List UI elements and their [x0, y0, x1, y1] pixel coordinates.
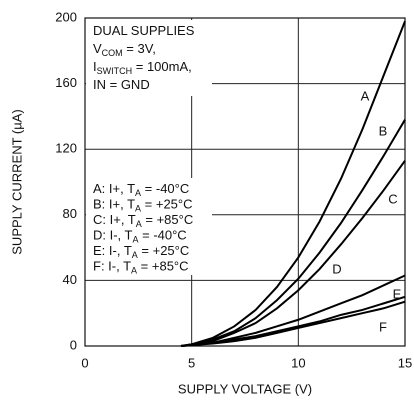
text-part: = +85°C	[142, 212, 193, 227]
annotation-text: DUAL SUPPLIES	[93, 23, 195, 38]
curve-label: C	[388, 191, 397, 206]
x-tick-label: 5	[188, 355, 195, 370]
text-part: IN = GND	[93, 77, 150, 92]
annotation-text: F: I-, TA = +85°C	[93, 259, 189, 276]
curve-label: A	[361, 88, 370, 103]
text-part: C: I+, T	[93, 212, 136, 227]
annotation-text: A: I+, TA = -40°C	[93, 181, 189, 198]
text-part: A: I+, T	[93, 181, 135, 196]
subscript: A	[136, 219, 142, 229]
x-tick-label: 0	[81, 355, 88, 370]
curve	[180, 119, 406, 347]
text-part: I	[93, 59, 97, 74]
text-part: = 3V,	[123, 41, 156, 56]
y-tick-label: 160	[55, 75, 77, 90]
text-part: = +25°C	[141, 197, 192, 212]
curve-label: E	[393, 286, 402, 301]
y-tick-label: 0	[70, 337, 77, 352]
x-tick-label: 15	[398, 355, 412, 370]
text-part: B: I+, T	[93, 197, 135, 212]
y-tick-label: 80	[63, 206, 77, 221]
curve	[180, 300, 406, 347]
subscript: A	[131, 266, 137, 276]
subscript: SWITCH	[97, 66, 133, 76]
y-axis-label: SUPPLY CURRENT (µA)	[9, 109, 24, 254]
text-part: = -40°C	[139, 228, 187, 243]
curve	[180, 20, 406, 347]
annotation-text: IN = GND	[93, 77, 150, 92]
text-part: DUAL SUPPLIES	[93, 23, 195, 38]
annotation-text: VCOM = 3V,	[93, 41, 156, 58]
text-part: = +85°C	[137, 259, 188, 274]
y-tick-label: 200	[55, 9, 77, 24]
text-part: D: I-, T	[93, 228, 133, 243]
annotation-text: E: I-, TA = +25°C	[93, 243, 189, 260]
curve-label: D	[332, 261, 341, 276]
y-tick-label: 120	[55, 141, 77, 156]
subscript: A	[132, 250, 138, 260]
x-tick-label: 10	[291, 355, 305, 370]
subscript: A	[135, 204, 141, 214]
subscript: COM	[102, 48, 123, 58]
curve-label: F	[379, 319, 387, 334]
text-part: F: I-, T	[93, 259, 131, 274]
text-part: E: I-, T	[93, 243, 132, 258]
text-part: V	[93, 41, 102, 56]
annotation-box	[86, 20, 212, 96]
annotation-text: B: I+, TA = +25°C	[93, 197, 193, 214]
curve	[180, 160, 406, 347]
x-axis-label: SUPPLY VOLTAGE (V)	[178, 381, 312, 396]
legend-box	[86, 178, 212, 275]
text-part: = 100mA,	[132, 59, 192, 74]
subscript: A	[132, 235, 138, 245]
annotation-text: ISWITCH = 100mA,	[93, 59, 192, 76]
text-part: = -40°C	[141, 181, 189, 196]
plot-frame	[84, 17, 406, 347]
y-tick-label: 40	[63, 272, 77, 287]
subscript: A	[135, 188, 141, 198]
annotation-text: D: I-, TA = -40°C	[93, 228, 187, 245]
curve-label: B	[379, 123, 388, 138]
text-part: = +25°C	[138, 243, 189, 258]
annotation-text: C: I+, TA = +85°C	[93, 212, 193, 229]
